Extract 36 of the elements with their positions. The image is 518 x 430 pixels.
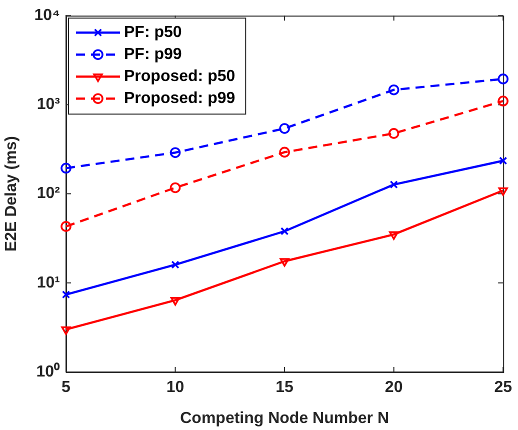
point [498,74,508,84]
x-tick-label: 5 [62,379,71,396]
point [280,227,289,236]
point [60,221,72,232]
x-axis-title: Competing Node Number N [180,410,389,427]
y-tick-label: 10⁰ [36,362,60,380]
x-tick-label: 20 [384,379,403,396]
point [388,128,400,139]
point [170,182,181,194]
point [60,162,72,174]
y-tick-label: 10¹ [36,274,60,292]
point [280,258,290,267]
point [171,260,180,269]
point [498,187,508,196]
x-tick-label: 15 [276,379,294,396]
point [390,180,398,189]
legend-label: Proposed: p99 [124,90,236,108]
point [61,326,71,335]
legend-label: PF: p50 [124,24,182,42]
x-tick-label: 25 [494,379,512,396]
legend-label: PF: p99 [124,46,182,64]
point [389,231,399,240]
point [279,123,290,134]
point [498,96,508,106]
y-tick-label: 10⁴ [34,7,60,24]
point [170,147,181,158]
y-axis-title: E2E Delay (ms) [3,136,20,252]
legend-label: Proposed: p50 [124,68,236,86]
point [170,297,180,306]
point [499,156,508,165]
point [388,84,400,96]
point [279,146,290,158]
y-tick-label: 10² [36,185,60,202]
point [62,290,70,299]
x-tick-label: 10 [166,379,184,396]
y-tick-label: 10³ [36,96,60,114]
